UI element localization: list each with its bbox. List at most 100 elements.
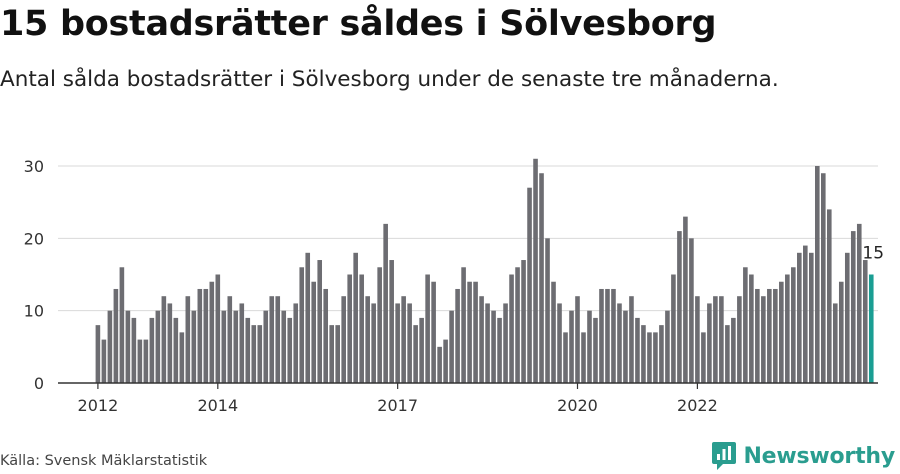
bar — [401, 296, 406, 383]
bar — [713, 296, 718, 383]
bar — [635, 317, 640, 383]
bar — [377, 267, 382, 383]
bar — [701, 332, 706, 383]
bar — [263, 310, 269, 383]
y-tick-label: 10 — [24, 302, 44, 321]
bar — [395, 303, 400, 383]
bar — [539, 173, 544, 383]
bar — [299, 267, 305, 383]
bar — [287, 317, 293, 383]
bar — [503, 303, 508, 383]
bar — [341, 296, 346, 383]
bar — [197, 288, 203, 383]
page-title: 15 bostadsrätter såldes i Sölvesborg — [0, 4, 717, 44]
bar — [844, 252, 850, 383]
bar — [239, 303, 245, 383]
bar — [107, 310, 113, 383]
bar — [425, 274, 430, 383]
bar — [821, 173, 826, 383]
bar — [623, 310, 628, 383]
bar — [815, 166, 820, 383]
bar — [797, 252, 802, 383]
bar — [826, 209, 832, 383]
bar — [311, 281, 317, 383]
bar — [329, 325, 334, 383]
bar — [557, 303, 562, 383]
y-tick-label: 20 — [24, 229, 44, 248]
x-tick-label: 2017 — [377, 396, 418, 415]
bar — [485, 303, 490, 383]
bar — [221, 310, 227, 383]
y-axis-tick-labels: 0 10 20 30 — [24, 157, 44, 393]
bar — [569, 310, 574, 383]
bar — [455, 288, 460, 383]
bar — [389, 260, 394, 383]
bar — [461, 267, 466, 383]
bar — [281, 310, 287, 383]
bar — [647, 332, 652, 383]
bar — [527, 187, 532, 383]
bar — [257, 325, 263, 383]
bar — [437, 346, 442, 383]
bar — [761, 296, 766, 383]
bar — [707, 303, 712, 383]
bar — [791, 267, 796, 383]
bar — [473, 281, 478, 383]
brand-name: Newsworthy — [743, 443, 895, 469]
bar — [179, 332, 185, 383]
bar — [275, 296, 281, 383]
bar — [149, 317, 155, 383]
bar — [743, 267, 748, 383]
bar — [862, 260, 868, 383]
bar — [593, 317, 598, 383]
bar — [587, 310, 592, 383]
bar — [269, 296, 275, 383]
x-axis-ticks: 2012 2014 2017 2020 2022 — [78, 383, 718, 415]
bar — [671, 274, 676, 383]
bar-series — [95, 158, 874, 383]
bar — [575, 296, 580, 383]
bar — [641, 325, 646, 383]
bar — [856, 223, 862, 383]
bar — [850, 231, 856, 383]
bar — [335, 325, 340, 383]
bar — [509, 274, 514, 383]
bar — [809, 252, 814, 383]
bar — [515, 267, 520, 383]
bar — [449, 310, 454, 383]
bar — [479, 296, 484, 383]
bar — [353, 252, 358, 383]
bar — [521, 260, 526, 383]
bar — [119, 267, 125, 383]
y-tick-label: 30 — [24, 157, 44, 176]
bar — [317, 260, 323, 383]
highlight-value-label: 15 — [862, 244, 884, 264]
bar — [365, 296, 370, 383]
chart-subtitle: Antal sålda bostadsrätter i Sölvesborg u… — [0, 67, 779, 92]
bar — [419, 317, 424, 383]
brand-logo[interactable]: Newsworthy — [711, 441, 895, 471]
bar — [191, 310, 197, 383]
bar — [137, 339, 143, 383]
bar — [749, 274, 754, 383]
source-note: Källa: Svensk Mäklarstatistik — [0, 453, 208, 469]
bar — [209, 281, 215, 383]
bar — [785, 274, 790, 383]
bar — [563, 332, 568, 383]
bar — [131, 317, 137, 383]
bar — [371, 303, 376, 383]
bar — [551, 281, 556, 383]
bar — [125, 310, 131, 383]
bar — [832, 303, 838, 383]
bar — [101, 339, 107, 383]
bar — [143, 339, 149, 383]
bar — [689, 238, 694, 383]
bar — [359, 274, 364, 383]
bar-highlight — [868, 274, 874, 383]
bar — [383, 223, 388, 383]
bar — [113, 288, 119, 383]
bar — [293, 303, 299, 383]
bar — [155, 310, 161, 383]
bar — [773, 288, 778, 383]
bar — [767, 288, 772, 383]
